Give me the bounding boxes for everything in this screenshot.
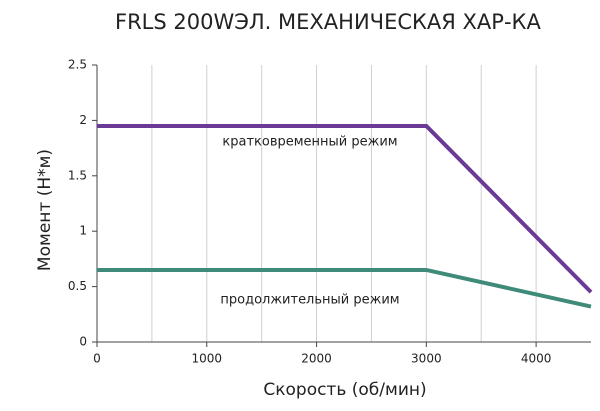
series-line xyxy=(97,123,593,294)
y-tick-label: 2 xyxy=(79,113,87,127)
x-tick-label: 0 xyxy=(93,352,101,366)
chart-title: FRLS 200WЭЛ. МЕХАНИЧЕСКАЯ ХАР-КА xyxy=(115,10,541,34)
y-tick-label: 0 xyxy=(79,335,87,349)
x-tick-label: 1000 xyxy=(192,352,223,366)
series-annotation: кратковременный режим xyxy=(222,135,397,150)
y-tick-label: 1 xyxy=(79,224,87,238)
series-annotation: продолжительный режим xyxy=(220,293,399,308)
y-tick-label: 2.5 xyxy=(68,58,87,72)
y-tick-label: 1.5 xyxy=(68,168,87,182)
series-line xyxy=(97,267,592,309)
x-tick-label: 4000 xyxy=(521,352,552,366)
x-axis-label: Скорость (об/мин) xyxy=(263,380,426,400)
y-axis-label: Момент (Н*м) xyxy=(35,149,55,271)
x-tick-label: 2000 xyxy=(301,352,332,366)
y-tick-label: 0.5 xyxy=(68,279,87,293)
x-tick-label: 3000 xyxy=(411,352,442,366)
